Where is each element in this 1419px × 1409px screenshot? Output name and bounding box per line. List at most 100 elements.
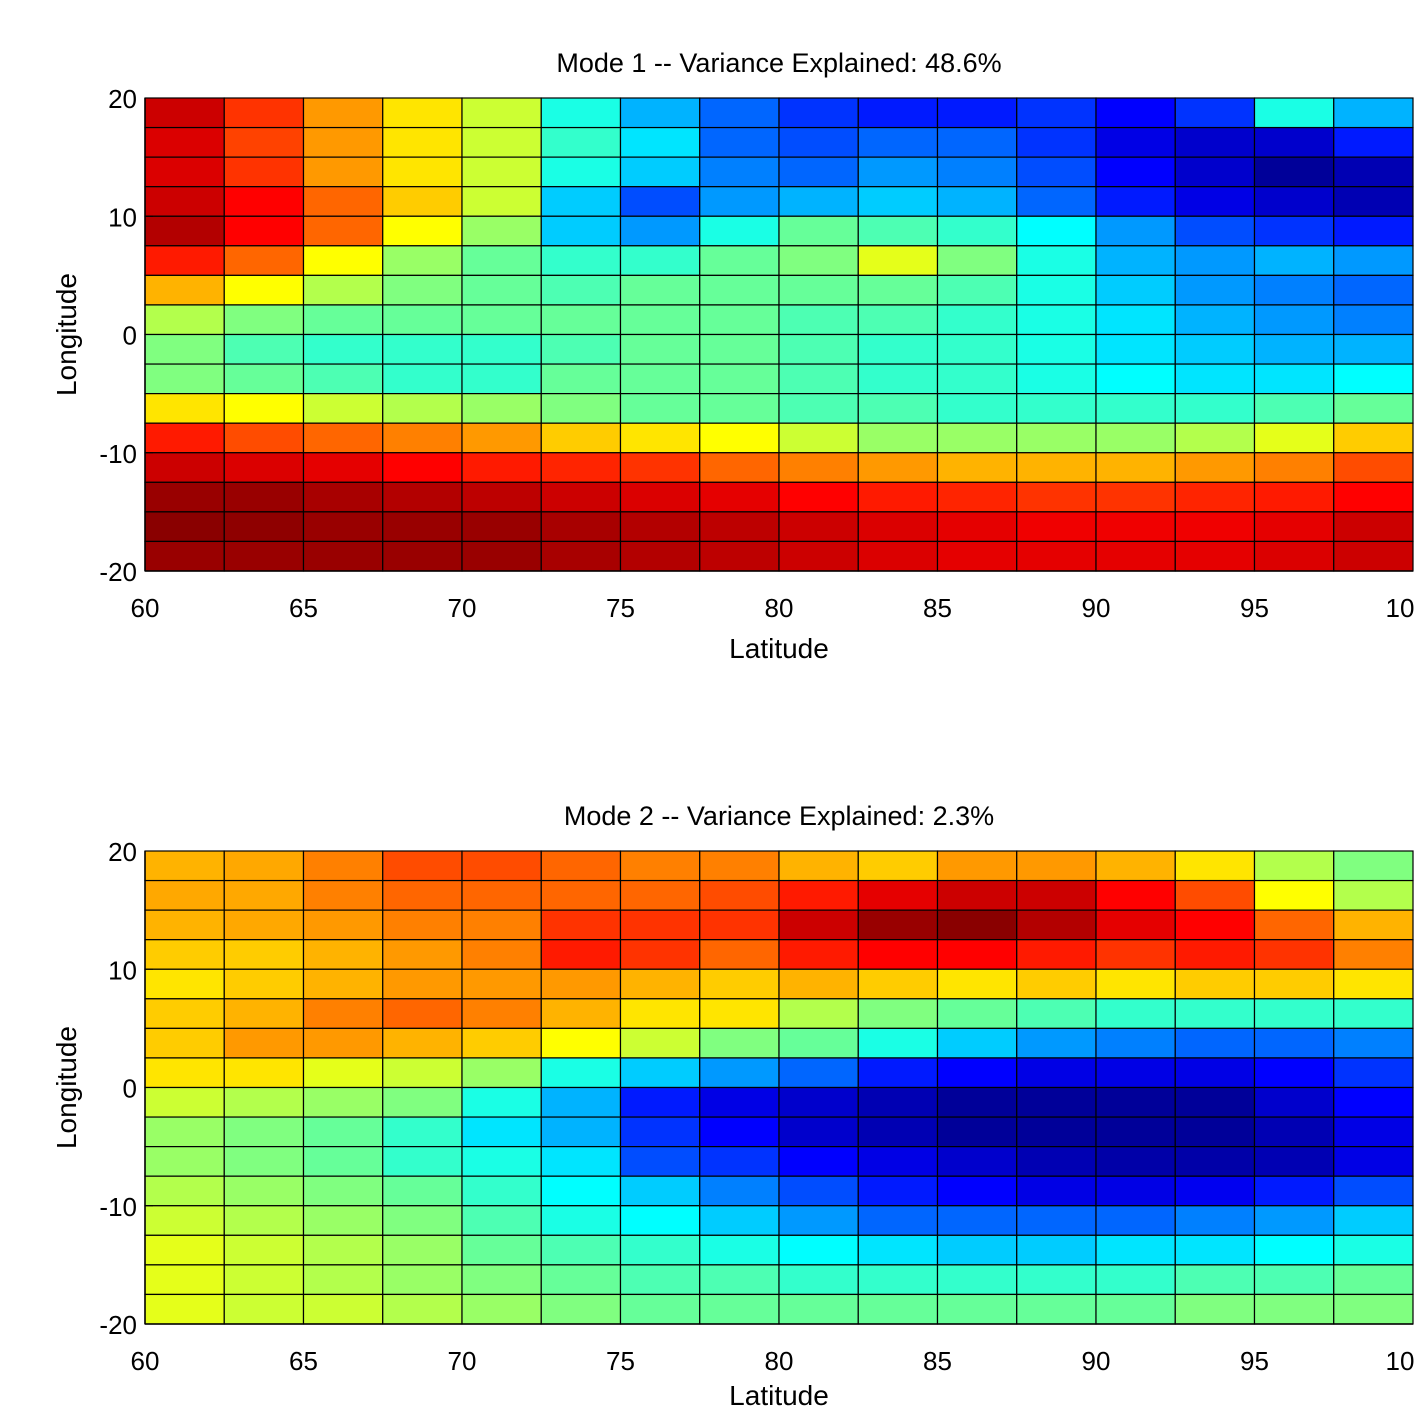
heatmap-cell xyxy=(382,540,463,572)
heatmap-cell xyxy=(540,186,622,217)
heatmap-cell xyxy=(936,1086,1018,1118)
heatmap-cell xyxy=(302,1175,384,1207)
x-axis-label: Latitude xyxy=(729,1380,829,1409)
heatmap-cell xyxy=(382,274,463,306)
heatmap-cell xyxy=(857,422,939,454)
heatmap-cell xyxy=(936,968,1018,1000)
y-tick-label: 0 xyxy=(123,1074,137,1104)
heatmap-cell xyxy=(1174,393,1256,424)
heatmap-cell xyxy=(461,97,542,129)
heatmap-cell xyxy=(1016,879,1097,911)
y-tick-label: 10 xyxy=(108,202,137,232)
heatmap-cell xyxy=(1016,939,1097,970)
heatmap-cell xyxy=(619,97,701,129)
heatmap-cell xyxy=(302,393,384,424)
heatmap-cell xyxy=(1095,540,1176,572)
heatmap-cell xyxy=(461,939,542,970)
heatmap-cell xyxy=(1016,909,1097,941)
heatmap-cell xyxy=(540,481,622,513)
heatmap-cell xyxy=(1253,481,1335,513)
heatmap-cell xyxy=(1333,850,1414,882)
heatmap-cell xyxy=(778,481,859,513)
heatmap-cell xyxy=(778,304,859,336)
heatmap-cell xyxy=(1016,1175,1097,1207)
chart-panel-2: 60 65 70 75 80 85 90 95 10 20 10 0 -10 -20 Mode 2 -- V… xyxy=(51,801,1414,1409)
heatmap-cell xyxy=(382,363,463,395)
heatmap-cell xyxy=(778,939,859,970)
heatmap-cell xyxy=(1174,1086,1256,1118)
heatmap-cell xyxy=(778,879,859,911)
heatmap-cell xyxy=(1174,363,1256,395)
x-tick-label: 90 xyxy=(1082,1346,1111,1376)
heatmap-cell xyxy=(619,939,701,970)
heatmap-cell xyxy=(1016,1116,1097,1148)
heatmap-cell xyxy=(699,850,780,882)
heatmap-cell xyxy=(619,393,701,424)
heatmap-cell xyxy=(778,215,859,247)
heatmap-cell xyxy=(461,126,542,158)
heatmap-cell xyxy=(1095,939,1176,970)
heatmap-cell xyxy=(1095,1146,1176,1177)
heatmap-cell xyxy=(1174,1116,1256,1148)
heatmap-cell xyxy=(144,393,225,424)
heatmap-cell xyxy=(540,304,622,336)
heatmap-cell xyxy=(144,1175,225,1207)
heatmap-cell xyxy=(857,393,939,424)
heatmap-cell xyxy=(223,1293,305,1325)
heatmap-cell xyxy=(936,1116,1018,1148)
heatmap-cell xyxy=(144,1205,225,1236)
heatmap-cell xyxy=(302,850,384,882)
heatmap-cell xyxy=(619,1205,701,1236)
heatmap-cell xyxy=(778,909,859,941)
heatmap-cell xyxy=(857,939,939,970)
x-tick-label: 75 xyxy=(606,1346,635,1376)
heatmap-cell xyxy=(936,1146,1018,1177)
heatmap-cell xyxy=(619,333,701,365)
heatmap-cell xyxy=(1253,304,1335,336)
heatmap-cell xyxy=(382,1086,463,1118)
heatmap-cell xyxy=(1016,156,1097,188)
heatmap-cell xyxy=(1095,998,1176,1029)
heatmap-cell xyxy=(1253,1086,1335,1118)
heatmap-cell xyxy=(461,1116,542,1148)
x-axis-label: Latitude xyxy=(729,633,829,664)
heatmap-cell xyxy=(699,393,780,424)
heatmap-cell xyxy=(302,879,384,911)
heatmap-cell xyxy=(540,1027,622,1059)
heatmap-cell xyxy=(1095,968,1176,1000)
heatmap-cell xyxy=(144,186,225,217)
heatmap-cell xyxy=(540,850,622,882)
heatmap-cell xyxy=(144,363,225,395)
heatmap-cell xyxy=(699,481,780,513)
heatmap-cell xyxy=(144,939,225,970)
heatmap-cell xyxy=(461,215,542,247)
heatmap-cell xyxy=(1016,850,1097,882)
heatmap-cell xyxy=(302,304,384,336)
heatmap-cell xyxy=(540,363,622,395)
heatmap-cell xyxy=(223,1205,305,1236)
heatmap-cell xyxy=(382,1116,463,1148)
heatmap-cell xyxy=(540,1175,622,1207)
heatmap-cell xyxy=(619,968,701,1000)
heatmap-cell xyxy=(144,511,225,543)
heatmap-cell xyxy=(302,1116,384,1148)
heatmap-cell xyxy=(461,1205,542,1236)
heatmap-cell xyxy=(1016,245,1097,276)
heatmap-cell xyxy=(1174,1027,1256,1059)
heatmap-cell xyxy=(619,1086,701,1118)
heatmap-cell xyxy=(857,1264,939,1296)
heatmap-cell xyxy=(1095,879,1176,911)
x-tick-label: 70 xyxy=(448,1346,477,1376)
heatmap-cell xyxy=(699,1146,780,1177)
heatmap-cell xyxy=(936,422,1018,454)
heatmap-cell xyxy=(144,215,225,247)
heatmap-cell xyxy=(540,245,622,276)
heatmap-cell xyxy=(223,540,305,572)
heatmap-cell xyxy=(1333,363,1414,395)
x-tick-label: 90 xyxy=(1082,593,1111,623)
heatmap-cell xyxy=(223,481,305,513)
heatmap-cell xyxy=(857,879,939,911)
heatmap-cell xyxy=(1095,1086,1176,1118)
heatmap-cell xyxy=(936,1027,1018,1059)
heatmap-cell xyxy=(144,1264,225,1296)
